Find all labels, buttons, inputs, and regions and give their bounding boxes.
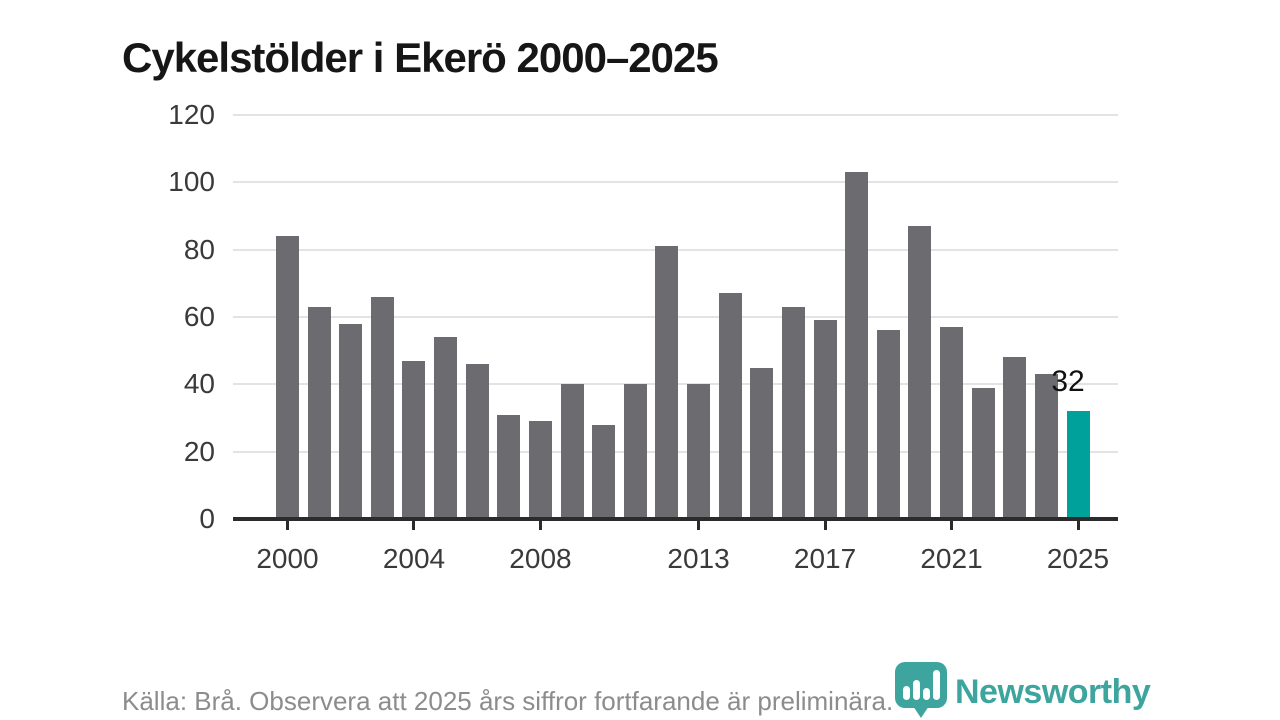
logo-wordmark: Newsworthy	[955, 673, 1151, 711]
x-tick	[538, 521, 542, 530]
bar-2018	[845, 172, 869, 519]
bar-2012	[655, 246, 679, 519]
y-tick-label: 80	[183, 233, 215, 265]
y-tick-label: 40	[183, 368, 215, 400]
y-tick-label: 100	[168, 166, 215, 198]
bar-2017	[813, 320, 837, 519]
highlight-value-label: 32	[1051, 365, 1085, 398]
x-axis-line	[233, 517, 1118, 521]
bar-2014	[718, 293, 742, 519]
bar-2007	[497, 414, 521, 519]
x-tick-label: 2021	[920, 543, 983, 574]
bar-2024	[1034, 374, 1058, 519]
bar-2008	[528, 421, 552, 519]
gridline	[233, 181, 1118, 184]
bar-2019	[876, 330, 900, 519]
bar-2022	[971, 387, 995, 519]
x-tick	[950, 521, 954, 530]
y-tick-label: 60	[183, 301, 215, 332]
bar-2005	[434, 337, 458, 519]
x-tick-label: 2008	[509, 543, 572, 574]
bar-2025	[1066, 411, 1090, 519]
x-tick	[823, 521, 827, 530]
bar-2023	[1003, 357, 1027, 519]
bar-2001	[307, 306, 331, 519]
bar-chart-map-pin-icon	[891, 660, 951, 720]
bar-2003	[370, 296, 394, 519]
x-tick	[1076, 521, 1080, 530]
x-tick	[412, 521, 416, 530]
x-tick	[286, 521, 289, 530]
bar-2020	[908, 226, 932, 519]
x-tick	[697, 521, 701, 530]
x-tick-label: 2004	[382, 543, 446, 574]
y-tick-label: 20	[183, 435, 215, 467]
y-tick-label: 120	[168, 99, 215, 130]
gridline	[233, 114, 1118, 116]
y-tick-label: 0	[199, 503, 215, 534]
bar-2002	[339, 323, 363, 519]
x-tick-label: 2000	[256, 543, 319, 574]
bar-2015	[750, 367, 774, 519]
bar-2011	[623, 384, 647, 519]
bar-2021	[940, 327, 964, 519]
bar-2013	[687, 384, 711, 519]
bar-2016	[781, 306, 805, 519]
x-tick-label: 2013	[667, 543, 730, 574]
bar-2006	[465, 364, 489, 519]
bar-2004	[402, 360, 426, 519]
chart-title: Cykelstölder i Ekerö 2000–2025	[122, 34, 719, 82]
newsworthy-logo: Newsworthy	[891, 660, 1151, 720]
bar-2000	[276, 236, 299, 519]
x-tick-label: 2025	[1046, 543, 1110, 574]
bar-2009	[560, 384, 584, 519]
bar-2010	[592, 424, 616, 519]
x-tick-label: 2017	[793, 543, 857, 574]
source-note: Källa: Brå. Observera att 2025 års siffr…	[122, 686, 894, 716]
